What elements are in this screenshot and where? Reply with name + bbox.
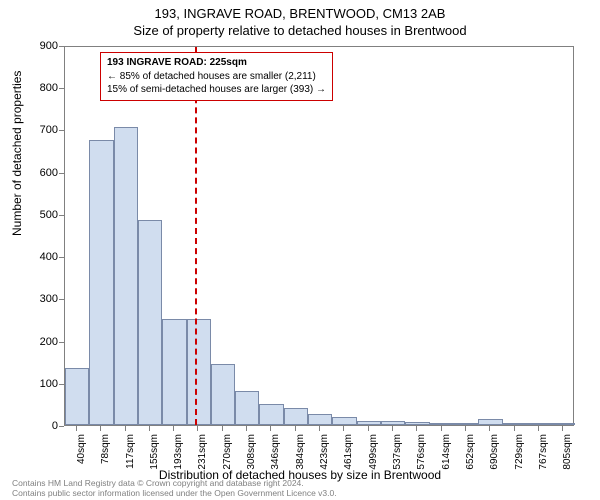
histogram-bar — [162, 319, 187, 425]
y-tick-label: 800 — [18, 82, 58, 94]
footer: Contains HM Land Registry data © Crown c… — [12, 478, 337, 498]
chart-title: 193, INGRAVE ROAD, BRENTWOOD, CM13 2AB — [0, 0, 600, 21]
histogram-bar — [114, 127, 138, 425]
histogram-bar — [259, 404, 284, 425]
y-tick-label: 300 — [18, 293, 58, 305]
histogram-bar — [503, 423, 527, 425]
histogram-bar — [211, 364, 235, 425]
histogram-bar — [65, 368, 89, 425]
reference-line — [195, 47, 197, 425]
info-line2: ← 85% of detached houses are smaller (2,… — [107, 70, 326, 84]
footer-line2: Contains public sector information licen… — [12, 488, 337, 498]
histogram-bar — [381, 421, 405, 425]
chart-area: 193 INGRAVE ROAD: 225sqm ← 85% of detach… — [64, 46, 574, 426]
histogram-bar — [357, 421, 382, 425]
y-tick-label: 600 — [18, 167, 58, 179]
histogram-bar — [187, 319, 211, 425]
plot-box: 193 INGRAVE ROAD: 225sqm ← 85% of detach… — [64, 46, 574, 426]
y-tick-label: 900 — [18, 40, 58, 52]
y-tick-label: 200 — [18, 336, 58, 348]
histogram-bar — [235, 391, 259, 425]
histogram-bar — [405, 422, 429, 425]
y-tick-label: 0 — [18, 420, 58, 432]
histogram-bar — [332, 417, 356, 425]
histogram-bar — [430, 423, 454, 425]
chart-container: 193, INGRAVE ROAD, BRENTWOOD, CM13 2AB S… — [0, 0, 600, 500]
histogram-bar — [284, 408, 308, 425]
histogram-bar — [138, 220, 162, 425]
y-tick-label: 400 — [18, 251, 58, 263]
histogram-bar — [308, 414, 332, 425]
info-line3: 15% of semi-detached houses are larger (… — [107, 83, 326, 97]
info-box: 193 INGRAVE ROAD: 225sqm ← 85% of detach… — [100, 52, 333, 101]
chart-subtitle: Size of property relative to detached ho… — [0, 21, 600, 38]
y-tick-label: 500 — [18, 209, 58, 221]
histogram-bar — [527, 423, 551, 425]
footer-line1: Contains HM Land Registry data © Crown c… — [12, 478, 337, 488]
histogram-bar — [478, 419, 502, 425]
histogram-bar — [89, 140, 114, 425]
histogram-bar — [454, 423, 479, 425]
y-tick-label: 100 — [18, 378, 58, 390]
info-line1: 193 INGRAVE ROAD: 225sqm — [107, 56, 326, 70]
histogram-bar — [551, 423, 575, 425]
y-tick-label: 700 — [18, 124, 58, 136]
